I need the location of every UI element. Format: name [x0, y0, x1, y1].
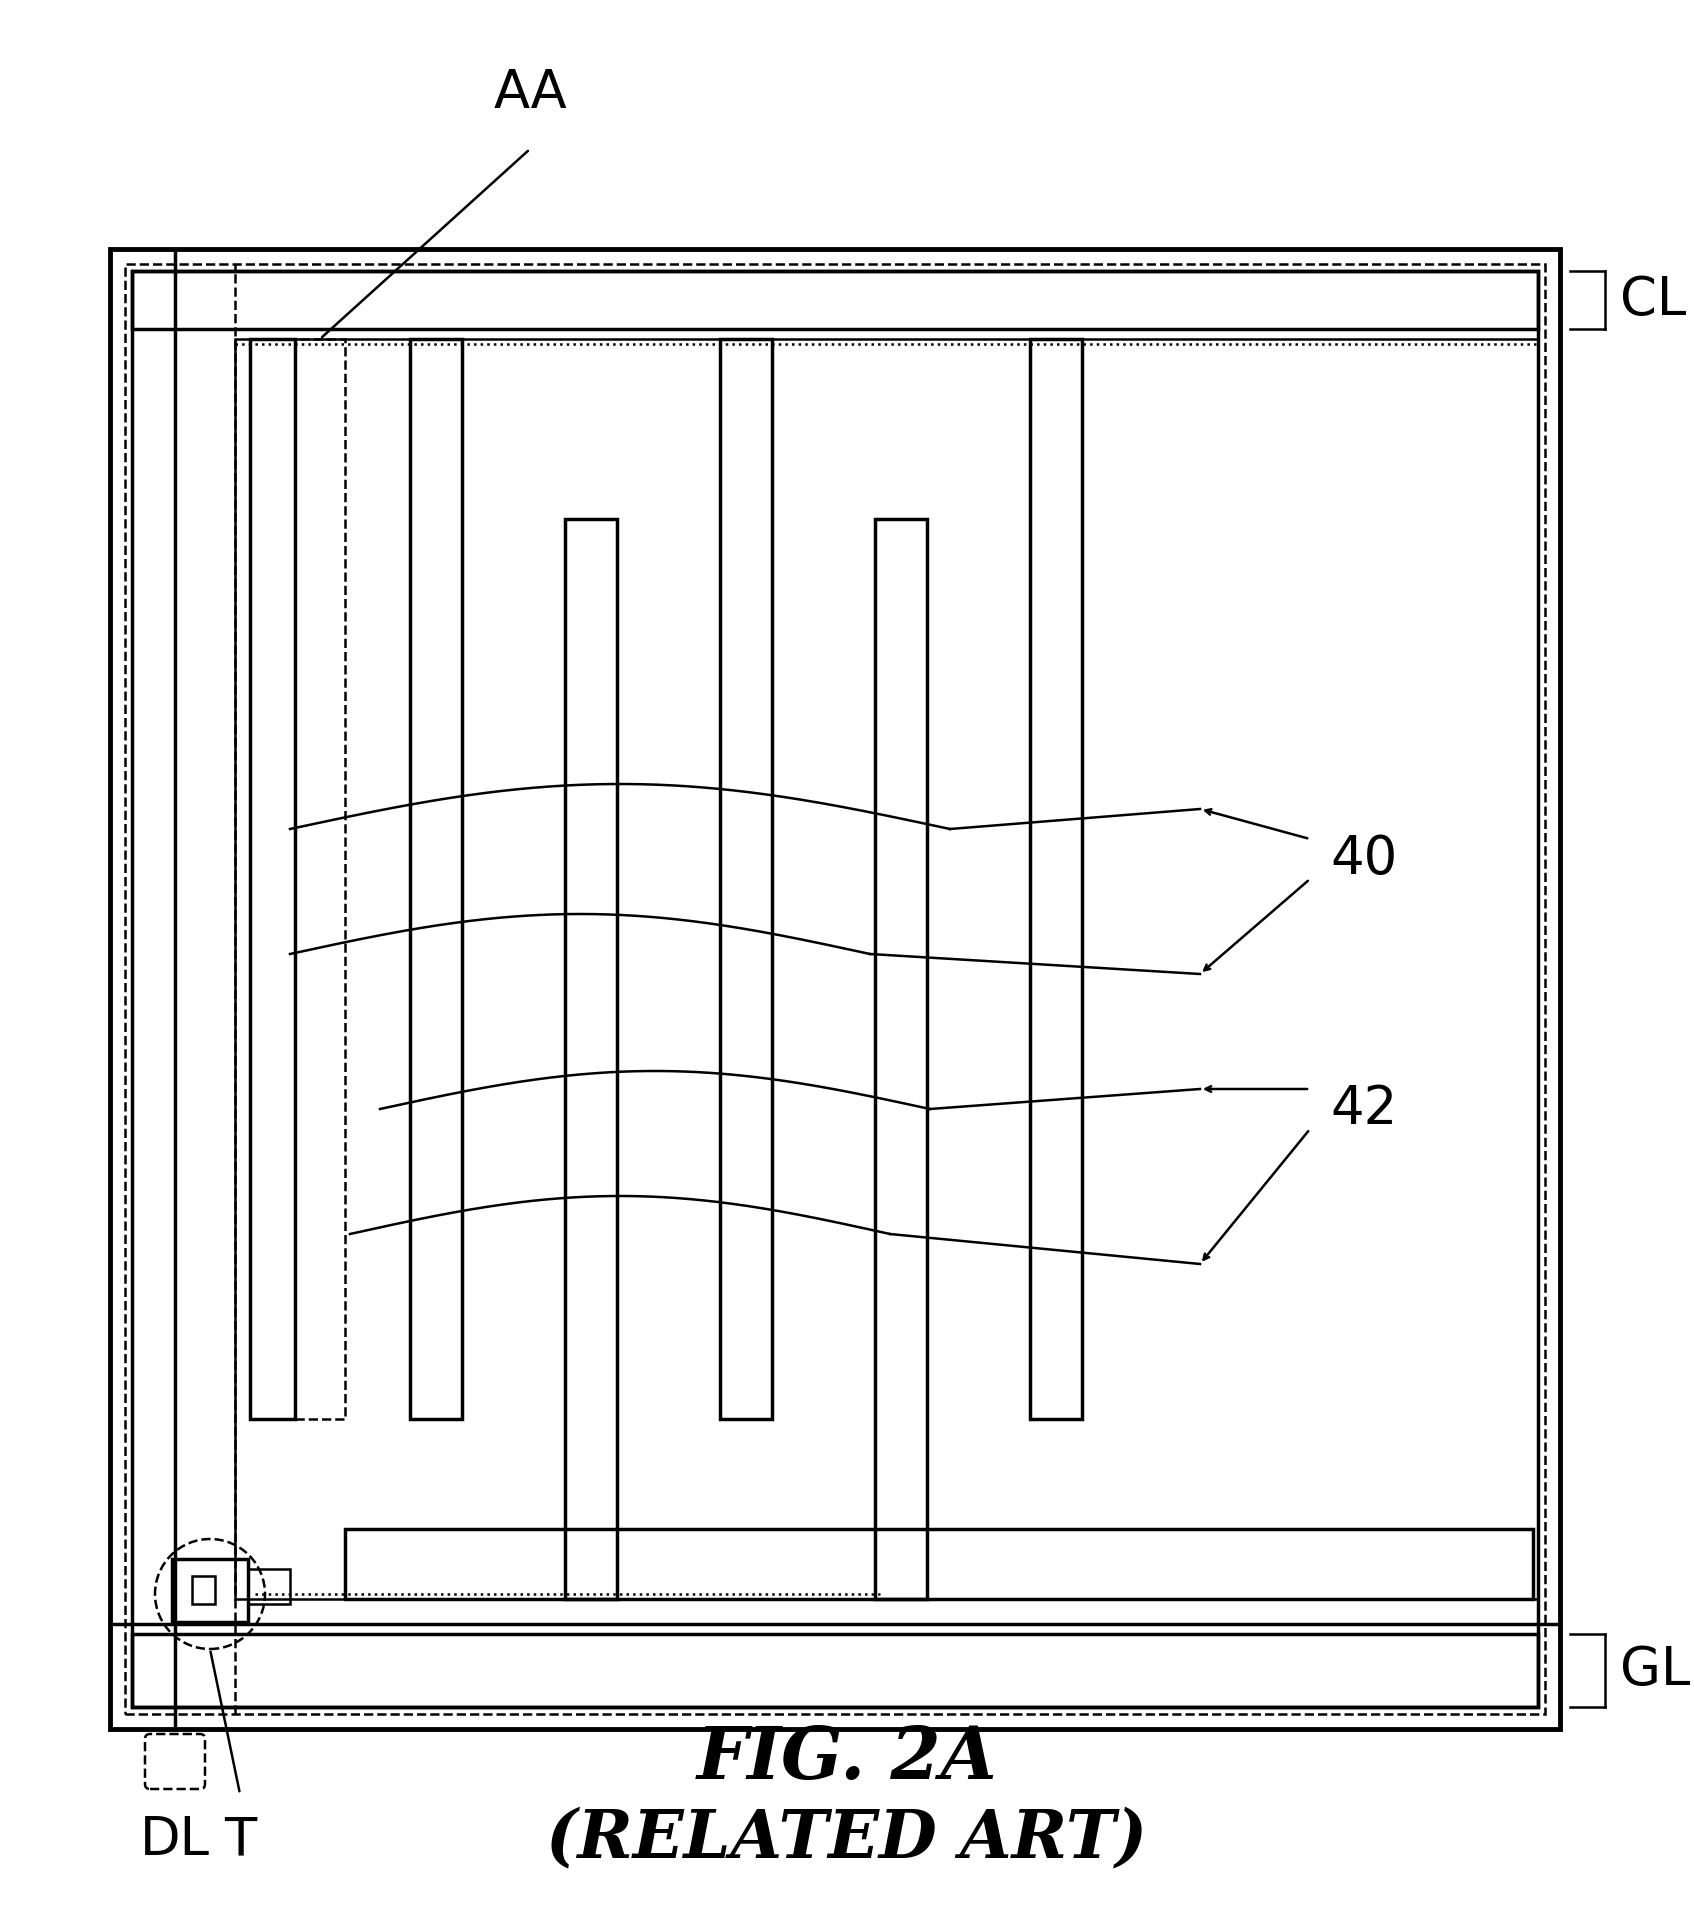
- Text: GL: GL: [1619, 1645, 1691, 1696]
- Text: FIG. 2A: FIG. 2A: [696, 1723, 998, 1794]
- Text: CL: CL: [1619, 274, 1686, 326]
- Text: 42: 42: [1330, 1082, 1398, 1134]
- Text: (RELATED ART): (RELATED ART): [547, 1806, 1147, 1871]
- Text: T: T: [224, 1813, 256, 1865]
- Text: AA: AA: [493, 68, 567, 120]
- Text: 40: 40: [1330, 833, 1398, 885]
- Text: DL: DL: [141, 1813, 210, 1865]
